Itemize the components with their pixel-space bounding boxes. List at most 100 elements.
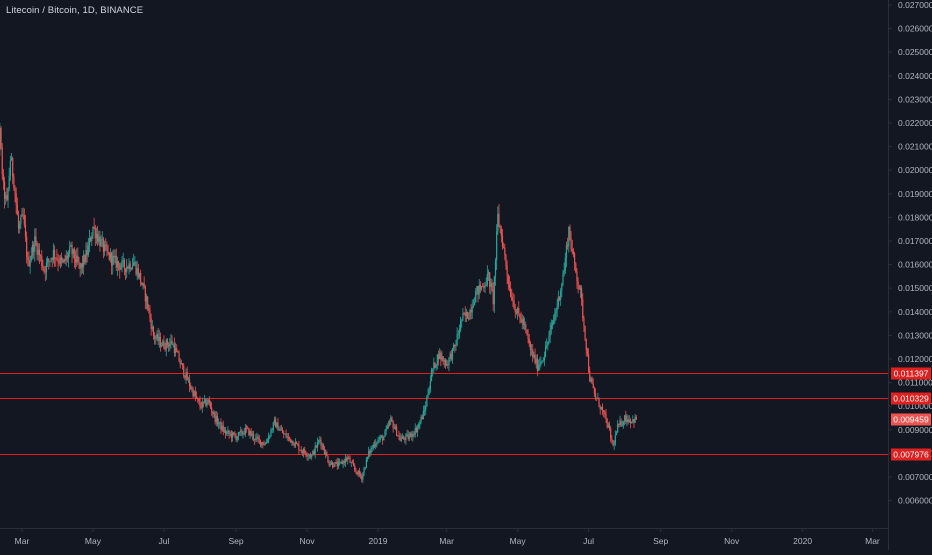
candle-body	[450, 354, 451, 358]
candle-body	[62, 260, 63, 262]
candle-body	[547, 342, 548, 346]
y-axis-tick-label: 0.016000	[898, 260, 932, 270]
candle-body	[301, 450, 302, 451]
candle-body	[468, 319, 469, 320]
candle-body	[281, 429, 282, 430]
candle-body	[462, 313, 463, 319]
y-axis-tick-label: 0.026000	[898, 24, 932, 34]
candle-body	[187, 372, 188, 380]
candle-body	[46, 263, 47, 273]
candle-body	[219, 422, 220, 424]
candle-body	[405, 435, 406, 440]
y-axis-tick-label: 0.014000	[898, 307, 932, 317]
candle-body	[351, 462, 352, 463]
candle-body	[564, 271, 565, 274]
candle-body	[275, 419, 276, 427]
candle-body	[397, 435, 398, 436]
candle-body	[255, 438, 256, 440]
candle-body	[440, 353, 441, 360]
candle-body	[178, 353, 179, 362]
x-axis-tick-label: Sep	[229, 536, 244, 546]
candle-body	[149, 310, 150, 318]
candle-body	[169, 343, 170, 346]
candle-body	[474, 302, 475, 305]
candle-body	[345, 459, 346, 463]
candle-body	[605, 414, 606, 419]
candle-body	[316, 446, 317, 448]
candle-body	[33, 245, 34, 252]
candle-body	[505, 255, 506, 266]
x-axis-tick-label: 2019	[369, 536, 388, 546]
candle-body	[291, 441, 292, 443]
horizontal-line-price-label: 0.011397	[894, 369, 929, 379]
y-axis-tick-label: 0.021000	[898, 142, 932, 152]
candle-body	[210, 403, 211, 407]
last-price-label: 0.009459	[893, 415, 929, 425]
candle-body	[472, 307, 473, 313]
y-axis-tick-label: 0.017000	[898, 236, 932, 246]
candle-body	[259, 439, 260, 440]
candle-body	[304, 449, 305, 453]
candle-body	[109, 252, 110, 259]
candle-body	[354, 466, 355, 470]
candle-body	[123, 260, 124, 261]
candle-body	[353, 463, 354, 466]
candle-body	[38, 250, 39, 255]
x-axis-tick-label: Mar	[15, 536, 30, 546]
candle-body	[116, 256, 117, 268]
candle-body	[49, 261, 50, 262]
candle-body	[621, 421, 622, 426]
candle-body	[422, 417, 423, 419]
candle-body	[34, 236, 35, 251]
candle-body	[69, 247, 70, 254]
candle-body	[536, 358, 537, 363]
candle-body	[234, 434, 235, 436]
candle-body	[196, 396, 197, 398]
candle-body	[602, 407, 603, 410]
candle-body	[416, 428, 417, 432]
candle-body	[292, 441, 293, 445]
candle-body	[457, 334, 458, 345]
candle-body	[444, 360, 445, 361]
candle-body	[241, 431, 242, 435]
candle-body	[408, 434, 409, 438]
candle-body	[558, 296, 559, 306]
candle-body	[601, 407, 602, 409]
candle-body	[21, 214, 22, 216]
candle-body	[23, 214, 24, 215]
candle-body	[160, 337, 161, 347]
candle-body	[47, 259, 48, 262]
candle-body	[486, 285, 487, 286]
candle-body	[552, 323, 553, 325]
candle-body	[130, 263, 131, 269]
y-axis-tick-label: 0.023000	[898, 94, 932, 104]
candle-body	[344, 461, 345, 463]
candle-body	[491, 283, 492, 290]
candle-body	[390, 418, 391, 422]
candle-body	[37, 243, 38, 255]
candle-body	[309, 455, 310, 456]
candle-body	[56, 258, 57, 259]
candle-body	[274, 419, 275, 422]
candle-body	[395, 427, 396, 429]
candle-body	[273, 422, 274, 429]
candle-body	[238, 432, 239, 437]
candle-body	[217, 416, 218, 424]
candle-body	[531, 349, 532, 350]
candle-body	[77, 256, 78, 263]
candle-body	[595, 394, 596, 398]
candle-body	[13, 177, 14, 188]
candle-body	[459, 330, 460, 333]
candle-body	[418, 424, 419, 428]
candle-body	[625, 415, 626, 421]
candle-body	[195, 391, 196, 396]
candle-body	[529, 339, 530, 344]
candle-body	[617, 424, 618, 432]
candle-body	[587, 351, 588, 355]
candle-body	[82, 263, 83, 266]
candle-body	[12, 158, 13, 177]
candle-body	[632, 419, 633, 421]
candle-body	[137, 268, 138, 274]
